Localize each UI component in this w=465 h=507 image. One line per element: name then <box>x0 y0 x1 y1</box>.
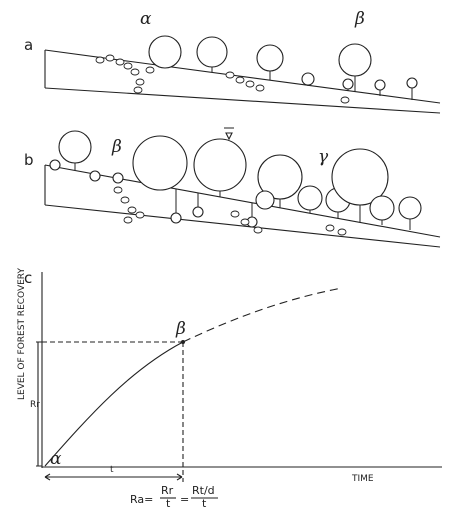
run-arrow <box>44 473 183 481</box>
rock <box>325 224 335 232</box>
rock <box>123 62 133 70</box>
end-label: β <box>175 319 186 339</box>
rock <box>105 54 115 62</box>
panel-label: c <box>24 269 32 287</box>
tree-crown <box>58 130 92 164</box>
rock <box>240 218 250 226</box>
rock <box>127 206 137 214</box>
rock <box>115 58 125 66</box>
tree-crown <box>148 35 182 69</box>
panel-label: b <box>24 151 34 169</box>
ground-line <box>44 87 441 114</box>
rise-bracket <box>36 341 42 467</box>
tree-crown <box>297 185 323 211</box>
rock <box>225 71 235 79</box>
tree-crown <box>256 44 284 72</box>
tree-crown <box>89 170 101 182</box>
point <box>181 340 185 344</box>
formula-num: Rr <box>161 484 174 497</box>
run-label: t <box>110 465 114 475</box>
rock <box>113 186 123 194</box>
slope-line <box>44 164 441 238</box>
start-label: α <box>50 449 62 469</box>
recovery-curve <box>44 341 184 467</box>
rock <box>337 228 347 236</box>
annotation: α <box>140 9 152 29</box>
formula-num: Rt/d <box>192 484 215 497</box>
rock <box>133 86 143 94</box>
rock <box>340 96 350 104</box>
tree-crown <box>338 43 372 77</box>
panel-c: c LEVEL OF FOREST RECOVERY TIME β α Rr t… <box>17 268 442 507</box>
rock <box>235 76 245 84</box>
tree-crown <box>192 206 204 218</box>
annotation: γ <box>318 147 329 167</box>
rock <box>230 210 240 218</box>
tree-crown <box>406 77 418 89</box>
rise-label: Rr <box>30 400 40 410</box>
tree-crown <box>398 196 422 220</box>
ground-line <box>44 204 441 248</box>
formula-equals: = <box>180 493 189 506</box>
annotation: β <box>354 9 365 29</box>
tree-crown <box>170 212 182 224</box>
tree-crown <box>132 135 188 191</box>
rock <box>123 216 133 224</box>
projected-curve <box>182 287 343 343</box>
rock <box>95 56 105 64</box>
rock <box>253 226 263 234</box>
rock <box>135 211 145 219</box>
rock <box>245 80 255 88</box>
rock <box>130 68 140 76</box>
tree-crown <box>49 159 61 171</box>
slope-line <box>44 49 441 104</box>
tree-crown <box>374 79 386 91</box>
tree-crown <box>331 148 389 206</box>
x-axis-label: TIME <box>351 474 374 484</box>
rock <box>120 196 130 204</box>
formula-den: t <box>166 497 171 507</box>
tree-crown <box>255 190 275 210</box>
arrow-icon <box>224 127 234 141</box>
tree-crown <box>342 78 354 90</box>
formula-den: t <box>202 497 207 507</box>
formula-lhs: Ra= <box>130 493 153 506</box>
tree-crown <box>301 72 315 86</box>
tree-crown <box>196 36 228 68</box>
y-axis-label: LEVEL OF FOREST RECOVERY <box>17 268 27 400</box>
rock <box>145 66 155 74</box>
tree-crown <box>112 172 124 184</box>
panel-b: b β γ <box>24 127 441 248</box>
annotation: β <box>111 137 122 157</box>
rock <box>135 78 145 86</box>
tree-crown <box>257 154 303 200</box>
tree-crown <box>369 195 395 221</box>
tree-crown <box>193 138 247 192</box>
panel-label: a <box>24 36 33 54</box>
rock <box>255 84 265 92</box>
panel-a: a α β <box>24 9 441 114</box>
